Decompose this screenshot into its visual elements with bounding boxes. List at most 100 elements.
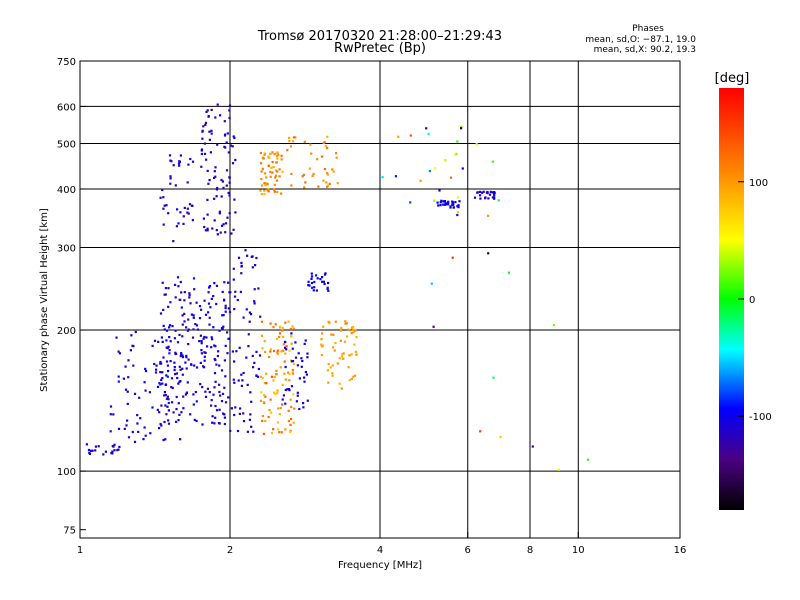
data-point (211, 227, 214, 230)
data-point (221, 290, 224, 293)
data-point (208, 138, 211, 141)
data-point (308, 167, 311, 170)
data-point (224, 307, 227, 310)
data-point (239, 407, 242, 410)
data-point (181, 314, 184, 317)
data-point (172, 164, 175, 167)
data-point (186, 181, 189, 184)
data-point (222, 223, 225, 226)
data-point (253, 288, 256, 291)
data-point (269, 398, 272, 401)
data-point (228, 109, 231, 112)
data-point (160, 378, 163, 381)
data-point (171, 401, 174, 404)
data-point (224, 375, 227, 378)
data-point (456, 213, 459, 217)
data-point (112, 445, 115, 448)
data-point (159, 362, 162, 365)
data-point (167, 409, 170, 412)
data-point (246, 254, 249, 257)
colorbar-tick-label: 0 (749, 295, 755, 306)
data-point (177, 162, 181, 165)
data-point (351, 328, 354, 331)
data-point (233, 381, 236, 384)
data-point (216, 143, 219, 146)
data-point (210, 132, 213, 135)
data-point (212, 295, 215, 298)
data-point (195, 324, 199, 327)
data-point (229, 144, 232, 147)
data-point (142, 438, 145, 441)
data-point (222, 325, 225, 328)
data-point (117, 427, 121, 430)
data-point (222, 186, 225, 189)
data-point (281, 403, 284, 406)
data-point (198, 305, 202, 308)
data-point (196, 328, 200, 331)
data-point (173, 337, 176, 340)
data-point (279, 406, 282, 410)
data-point (271, 171, 274, 174)
data-point (201, 137, 204, 140)
data-point (273, 183, 276, 186)
data-point (247, 333, 250, 336)
data-point (178, 365, 181, 368)
data-point (91, 449, 94, 452)
data-point (278, 175, 281, 178)
data-point (203, 225, 206, 229)
data-point (207, 115, 210, 118)
data-point (248, 418, 251, 421)
data-point (179, 380, 182, 383)
data-point (326, 286, 329, 289)
data-point (228, 194, 231, 197)
data-point (310, 281, 314, 285)
data-point (188, 296, 191, 299)
data-point (191, 160, 195, 163)
data-point (156, 408, 159, 411)
data-point (341, 352, 344, 356)
data-point (331, 374, 334, 377)
data-point (283, 360, 286, 363)
data-point (242, 420, 246, 423)
x-tick-label: 6 (465, 545, 471, 556)
data-point (113, 449, 116, 452)
data-point (200, 165, 203, 168)
y-tick-label: 600 (57, 102, 76, 113)
data-point (479, 194, 482, 197)
data-point (220, 178, 223, 182)
data-point (198, 340, 201, 343)
data-point (206, 345, 209, 348)
data-point (381, 176, 384, 179)
data-point (304, 181, 307, 184)
data-point (288, 373, 291, 376)
data-point (263, 394, 266, 397)
data-point (166, 375, 169, 378)
data-point (199, 383, 202, 386)
y-tick-label: 75 (63, 526, 76, 537)
data-point (241, 379, 244, 382)
data-point (217, 350, 220, 353)
data-point (166, 364, 169, 367)
data-point (218, 329, 221, 332)
data-point (212, 326, 215, 329)
data-point (284, 378, 287, 381)
data-point (255, 256, 258, 260)
data-point (224, 304, 227, 307)
data-point (269, 152, 272, 156)
data-point (225, 141, 228, 144)
data-point (289, 145, 292, 148)
data-point (220, 224, 224, 227)
data-point (232, 135, 235, 138)
data-point (282, 335, 285, 338)
data-point (192, 277, 196, 280)
data-point (180, 353, 183, 356)
data-point (289, 429, 292, 432)
x-tick-label: 8 (527, 545, 533, 556)
legend: Phases mean, sd,O: −87.1, 19.0 mean, sd,… (585, 24, 696, 55)
data-point (342, 357, 345, 360)
data-point (143, 381, 146, 384)
data-point (231, 145, 234, 148)
data-point (334, 320, 337, 323)
data-point (344, 322, 347, 325)
data-point (224, 222, 228, 225)
